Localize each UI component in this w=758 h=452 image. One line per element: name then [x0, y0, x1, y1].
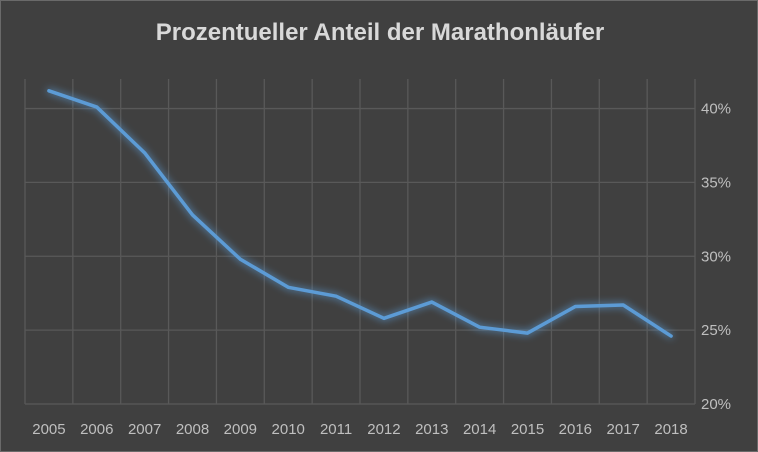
x-tick-label: 2007: [128, 421, 161, 438]
x-tick-label: 2011: [320, 421, 352, 438]
data-point: [478, 325, 482, 329]
series-line: [47, 89, 673, 338]
data-point: [238, 257, 242, 261]
y-tick-label: 35%: [701, 174, 731, 191]
x-tick-label: 2016: [559, 421, 592, 438]
data-point: [621, 303, 625, 307]
x-tick-label: 2013: [415, 421, 448, 438]
x-tick-label: 2009: [224, 421, 257, 438]
x-tick-label: 2017: [607, 421, 640, 438]
x-tick-label: 2015: [511, 421, 544, 438]
x-tick-label: 2010: [272, 421, 305, 438]
data-point: [47, 89, 51, 93]
data-point: [95, 105, 99, 109]
y-tick-label: 30%: [701, 248, 731, 265]
data-point: [334, 294, 338, 298]
data-point: [382, 316, 386, 320]
x-tick-label: 2008: [176, 421, 209, 438]
x-tick-label: 2006: [80, 421, 113, 438]
data-point: [526, 331, 529, 335]
x-tick-label: 2014: [463, 421, 496, 438]
data-point: [286, 285, 290, 289]
x-tick-label: 2012: [367, 421, 400, 438]
chart-title: Prozentueller Anteil der Marathonläufer: [155, 19, 605, 46]
data-point: [191, 213, 194, 217]
x-tick-label: 2018: [654, 421, 687, 438]
data-point: [573, 305, 577, 308]
y-tick-label: 40%: [701, 101, 731, 118]
data-point: [669, 334, 673, 338]
y-tick-label: 25%: [701, 322, 731, 339]
x-tick-label: 2005: [32, 421, 65, 438]
data-point: [430, 300, 434, 304]
y-tick-label: 20%: [701, 396, 731, 413]
data-point: [143, 151, 147, 155]
